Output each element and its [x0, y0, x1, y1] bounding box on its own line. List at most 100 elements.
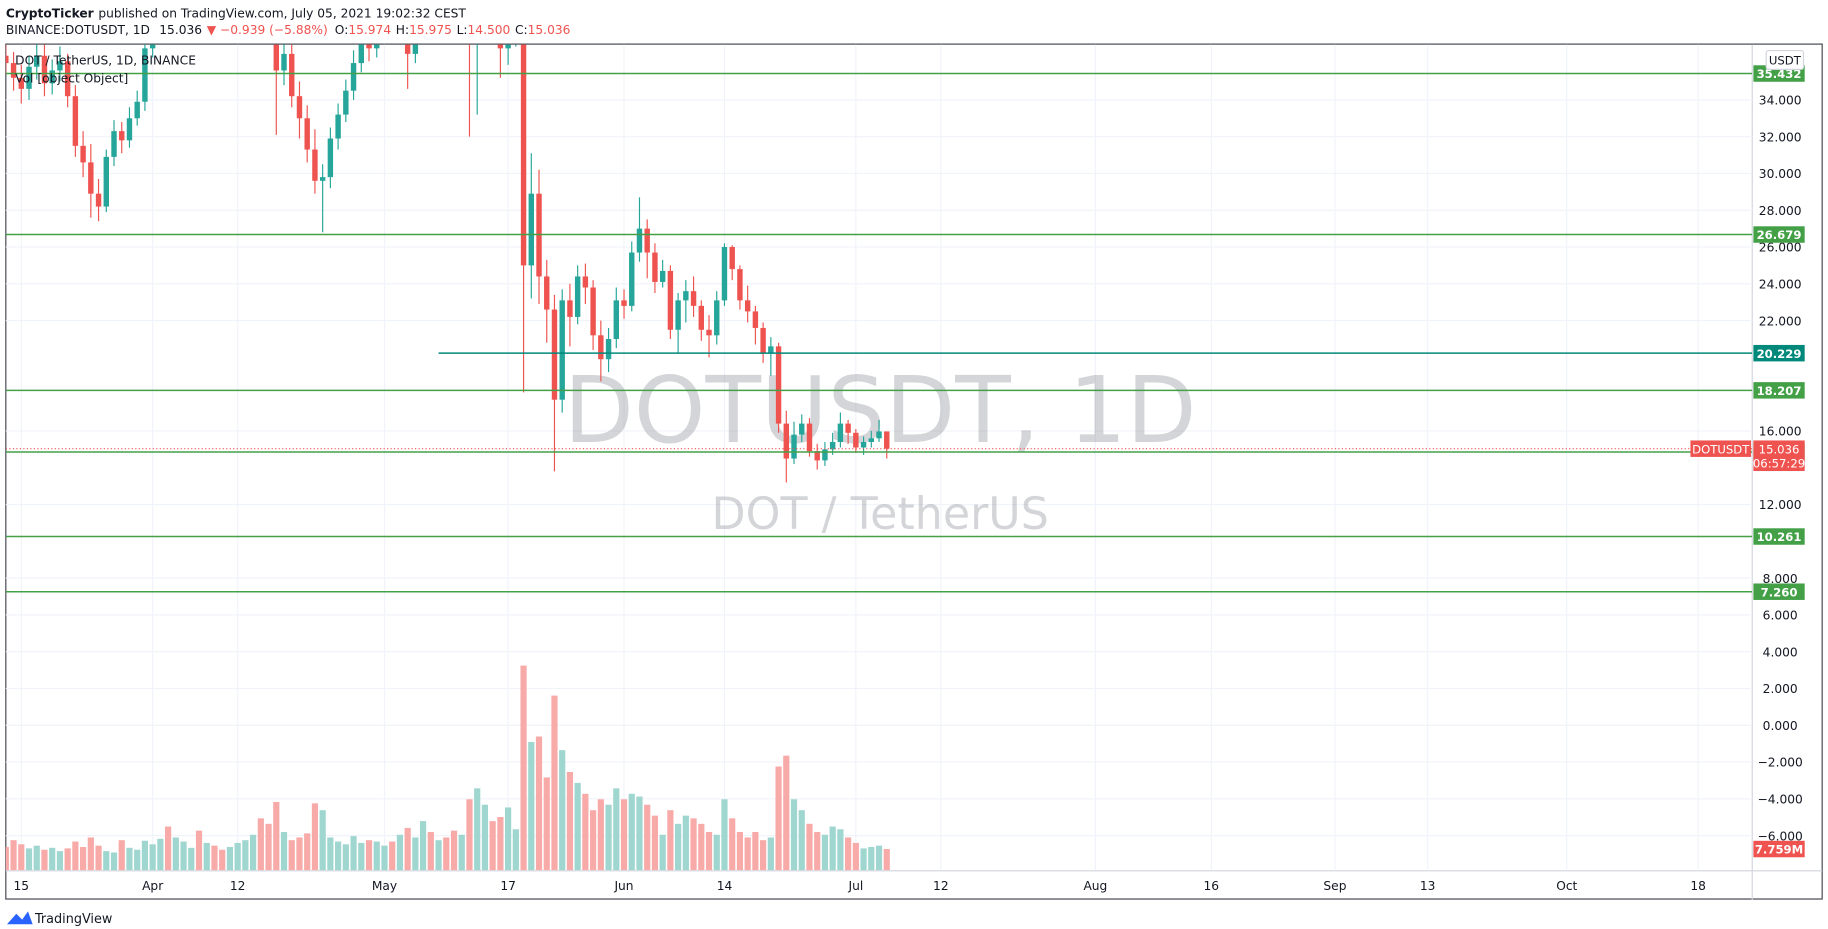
volume-bar [420, 821, 427, 871]
volume-bar [852, 842, 859, 871]
ohlc-prefix: O: [335, 23, 349, 37]
candle-body [667, 270, 674, 330]
candle-body [111, 131, 117, 157]
candle-body [598, 335, 604, 360]
axes: 15 Apr 12 May 17 Jun 14 Jul 12 Aug 16 Sep 13 Oct 18 34.… [13, 65, 1805, 893]
volume-bar [574, 782, 581, 871]
y-tick-label: 6.000 [1763, 609, 1798, 623]
candle-body [814, 451, 820, 461]
candle-body [806, 423, 813, 452]
volume-bar [335, 841, 342, 871]
y-tick-label: 32.000 [1759, 130, 1802, 144]
volume-bar [95, 845, 102, 871]
volume-bar [582, 793, 589, 871]
logo-icon [6, 911, 33, 925]
x-tick-label: Aug [1083, 879, 1107, 893]
y-tick-label: 0.000 [1763, 719, 1798, 733]
volume-label-box [1753, 840, 1805, 858]
candle-body [729, 247, 735, 270]
volume-bar [149, 844, 156, 871]
volume-bar [628, 793, 635, 871]
volume-bar [590, 810, 597, 871]
last-price-box [1753, 440, 1805, 472]
volume-bar [18, 844, 25, 871]
candle-body [281, 53, 287, 71]
volume-bar [474, 788, 481, 871]
volume-bar [280, 832, 288, 871]
candle-body [72, 96, 79, 146]
currency-box [1765, 49, 1805, 70]
volume-bar [242, 840, 249, 871]
volume-bar [512, 829, 519, 871]
candle-body [520, 44, 527, 266]
volume-bar [713, 834, 720, 871]
x-tick-label: 18 [1690, 879, 1706, 893]
y-tick-label: −4.000 [1758, 792, 1803, 806]
candle-body [829, 441, 836, 450]
level-label-box [1753, 382, 1805, 399]
candle-body [791, 434, 797, 459]
volume-label: 7.759M [1755, 843, 1803, 857]
candle-body [57, 61, 63, 71]
change: ▼ −0.939 (−5.88%) [207, 23, 328, 37]
volume-bar [234, 842, 241, 871]
volume-bar [141, 840, 149, 871]
candle-body [319, 177, 326, 181]
candle-body [876, 431, 882, 439]
volume-bar [466, 799, 473, 871]
candle-body [559, 300, 565, 400]
volume-bar [350, 836, 357, 871]
volume-bar [543, 777, 550, 871]
level-label-box [1753, 528, 1805, 545]
candle-body [165, 0, 170, 6]
candle-body [173, 0, 178, 6]
volume-bar [845, 837, 852, 871]
volume-bar [821, 834, 829, 871]
volume-bar [134, 849, 141, 871]
candle-body [358, 44, 364, 64]
volume-bar [790, 799, 798, 871]
ohlc-value: 15.975 [409, 23, 452, 37]
x-tick-label: 16 [1204, 879, 1220, 893]
candle-body [142, 48, 148, 102]
volume-bar [651, 815, 659, 871]
volume-bar [875, 845, 883, 871]
volume-bar [311, 803, 319, 871]
candle-body [752, 311, 759, 328]
volume-bar [172, 837, 179, 871]
volume-bar [675, 823, 682, 871]
x-tick-label: 15 [13, 879, 29, 893]
symbol: BINANCE:DOTUSDT, 1D [6, 23, 150, 37]
y-tick-label: 8.000 [1763, 572, 1798, 586]
candle-body [868, 438, 875, 442]
volume-bar [682, 815, 689, 871]
volume-bar [767, 837, 774, 871]
candle-body [783, 423, 790, 459]
level-label: 35.432 [1757, 67, 1802, 81]
footer-brand: TradingView [34, 912, 112, 927]
plot-area [5, 0, 1753, 871]
candle-body [629, 252, 635, 306]
volume-bar [860, 848, 867, 871]
volume-bar [288, 840, 295, 871]
candle-body [80, 145, 86, 163]
candle-body [49, 70, 55, 84]
candle-body [497, 44, 504, 49]
volume-bar [211, 845, 218, 871]
volume-bar [450, 830, 458, 871]
header-line-1: CryptoTicker published on TradingView.com… [6, 7, 467, 21]
watermark-symbol: DOTUSDT, 1D [564, 357, 1197, 464]
y-tick-label: 24.000 [1759, 277, 1802, 291]
x-tick-label: May [372, 879, 397, 893]
volume-bar [103, 851, 110, 871]
candle-body [636, 228, 643, 253]
level-label: 10.261 [1757, 530, 1802, 544]
legend-volume: Vol [object Object] [15, 71, 128, 85]
x-tick-label: Sep [1323, 879, 1346, 893]
volume-bar [126, 847, 133, 871]
volume-bar [520, 665, 527, 871]
candle-body [744, 300, 751, 312]
volume-bar [427, 832, 434, 871]
